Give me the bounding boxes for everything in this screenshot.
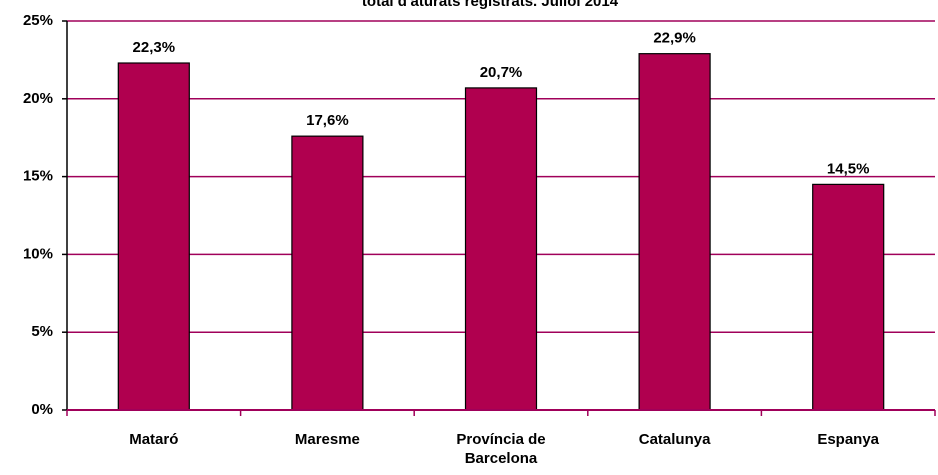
chart-title: total d'aturats registrats. Juliol 2014 bbox=[362, 0, 619, 10]
y-tick-label: 0% bbox=[31, 401, 53, 418]
x-tick-label: Mataró bbox=[129, 431, 179, 448]
value-label: 22,3% bbox=[133, 39, 176, 56]
bar bbox=[638, 53, 711, 411]
x-tick-label: Catalunya bbox=[638, 431, 711, 448]
value-label: 20,7% bbox=[480, 64, 523, 81]
bar bbox=[812, 183, 885, 411]
value-label: 14,5% bbox=[827, 160, 870, 177]
y-tick-label: 15% bbox=[23, 168, 53, 185]
x-tick-label: Província de Barcelona bbox=[456, 431, 546, 467]
y-tick-label: 5% bbox=[31, 323, 53, 340]
y-tick-label: 25% bbox=[23, 12, 53, 29]
value-label: 22,9% bbox=[653, 30, 696, 47]
x-tick-label: Maresme bbox=[294, 431, 360, 448]
x-tick-label: Espanya bbox=[817, 431, 880, 448]
bar bbox=[464, 87, 538, 411]
y-tick-label: 10% bbox=[23, 245, 53, 262]
bar bbox=[117, 62, 190, 411]
y-tick-label: 20% bbox=[23, 90, 53, 107]
value-label: 17,6% bbox=[306, 112, 349, 129]
bar bbox=[291, 135, 364, 411]
